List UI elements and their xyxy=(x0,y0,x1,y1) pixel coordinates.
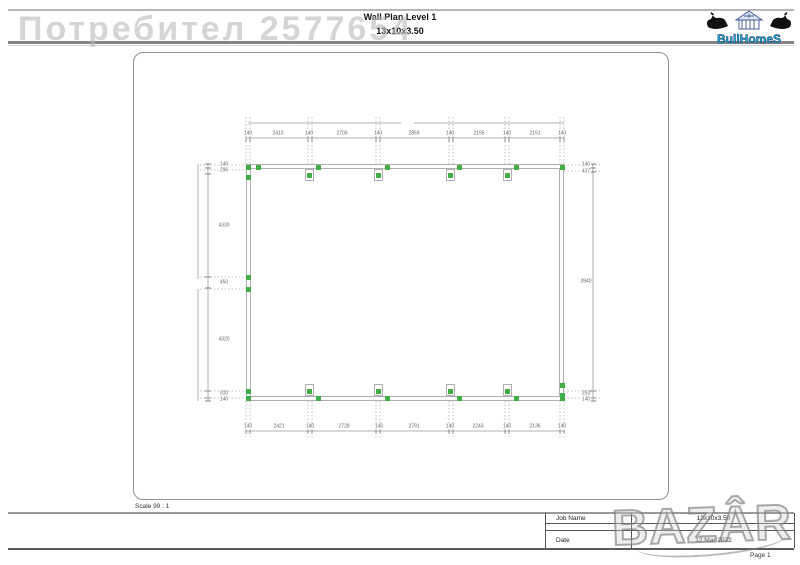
dimension-label: 2421 xyxy=(272,423,286,430)
dimension-label: 140 xyxy=(304,423,316,430)
dimension-label: 140 xyxy=(501,423,513,430)
job-name-label: Job Name xyxy=(556,515,586,522)
plan-sheet: 140 2410 140 2700 140 2859 140 2195 140 2151 140 14… xyxy=(133,52,669,500)
stud-marker xyxy=(245,164,251,170)
dimension-label: 2151 xyxy=(528,130,542,137)
dimension-label: 253 xyxy=(580,390,592,397)
dimension-label: 296 xyxy=(218,167,230,174)
job-name-value: 13x10x3.50 xyxy=(696,515,731,522)
stud-marker xyxy=(245,174,251,180)
dimension-label: 4330 xyxy=(217,222,231,229)
stud-marker xyxy=(456,164,462,170)
dimension-label: 437 xyxy=(580,168,592,175)
date-label: Date xyxy=(556,537,570,544)
title-block: Job Name 13x10x3.50 Date 12 Mar 2022 xyxy=(545,513,795,548)
stud-marker xyxy=(504,388,510,394)
page-top-border xyxy=(8,9,794,11)
dimension-label: 310 xyxy=(218,390,230,397)
dimension-label: 3940 xyxy=(579,278,593,285)
stud-marker xyxy=(447,172,453,178)
dimension-label: 2791 xyxy=(407,423,421,430)
stud-marker xyxy=(245,388,251,394)
stud-marker xyxy=(245,395,251,401)
footer-divider xyxy=(8,512,794,514)
logo: BullHomeS xyxy=(702,10,796,47)
stud-marker xyxy=(447,388,453,394)
dimension-label: 2728 xyxy=(337,423,351,430)
dimension-label: 2243 xyxy=(471,423,485,430)
dimension-label: 140 xyxy=(501,130,513,137)
scale-label: Scale 99 : 1 xyxy=(135,503,170,510)
dimension-label: 140 xyxy=(580,161,592,168)
dimension-label: 140 xyxy=(303,130,315,137)
stud-marker xyxy=(504,172,510,178)
dimension-label: 2410 xyxy=(271,130,285,137)
stud-marker xyxy=(559,395,565,401)
page-title: Wall Plan Level 1 xyxy=(363,12,437,22)
stud-marker xyxy=(375,388,381,394)
logo-text: BullHomeS xyxy=(716,32,782,47)
dimension-label: 450 xyxy=(218,279,230,286)
dimension-label: 2859 xyxy=(407,130,421,137)
stud-marker xyxy=(315,395,321,401)
dimension-label: 140 xyxy=(444,130,456,137)
wall-outline-outer xyxy=(246,164,564,401)
stud-marker xyxy=(456,395,462,401)
title-block-row-line-2 xyxy=(546,530,794,531)
stud-marker xyxy=(245,274,251,280)
dimension-label: 140 xyxy=(580,396,592,403)
header-divider xyxy=(8,41,794,44)
plan-svg xyxy=(197,117,600,437)
watermark-user: Потребител 2577654 xyxy=(18,10,414,48)
stud-marker xyxy=(559,164,565,170)
dimension-label: 140 xyxy=(372,130,384,137)
dimension-label: 140 xyxy=(242,423,254,430)
dimension-label: 2195 xyxy=(472,130,486,137)
stud-marker xyxy=(384,164,390,170)
title-block-row-line-1 xyxy=(546,523,794,524)
stud-marker xyxy=(306,388,312,394)
stud-marker xyxy=(375,172,381,178)
stud-marker xyxy=(384,395,390,401)
page-number: Page 1 xyxy=(750,552,771,559)
stud-marker xyxy=(559,392,565,398)
stud-marker xyxy=(315,164,321,170)
header-divider-light xyxy=(8,45,794,46)
dimension-label: 2136 xyxy=(528,423,542,430)
dimension-label: 2700 xyxy=(335,130,349,137)
stud-marker xyxy=(245,286,251,292)
stud-marker xyxy=(255,164,261,170)
wall-outline-inner xyxy=(250,168,560,397)
stud-marker xyxy=(559,382,565,388)
date-value: 12 Mar 2022 xyxy=(695,537,732,544)
dimension-label: 140 xyxy=(242,130,254,137)
bulls-house-icon xyxy=(707,10,791,30)
dimension-label: 4320 xyxy=(217,336,231,343)
dimension-label: 140 xyxy=(556,423,568,430)
dimension-label: 140 xyxy=(218,161,230,168)
dimension-label: 140 xyxy=(444,423,456,430)
dimension-label: 140 xyxy=(218,396,230,403)
stud-marker xyxy=(306,172,312,178)
stud-marker xyxy=(513,164,519,170)
footer-bottom-border xyxy=(8,548,794,550)
stud-marker xyxy=(513,395,519,401)
dimension-label: 140 xyxy=(373,423,385,430)
dimension-label: 140 xyxy=(556,130,568,137)
page-subtitle: 13x10x3.50 xyxy=(376,26,424,36)
